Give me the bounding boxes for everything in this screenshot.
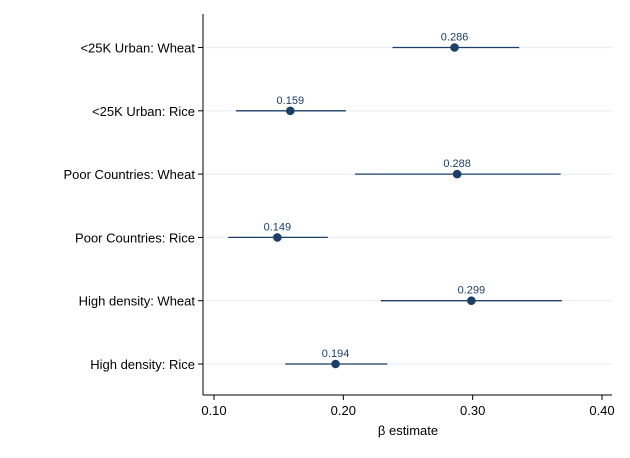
estimate-rows: <25K Urban: Wheat 0.286 <25K Urban: Rice 0.… [63, 32, 562, 372]
estimate-label: 0.288 [443, 158, 471, 170]
estimate-point [273, 233, 282, 242]
category-label: <25K Urban: Wheat [80, 41, 195, 56]
x-tick-label: 0.30 [460, 403, 485, 418]
x-tick-label: 0.40 [589, 403, 614, 418]
estimate-point [467, 296, 476, 306]
category-label: High density: Wheat [79, 294, 196, 309]
estimate-label: 0.299 [458, 285, 486, 297]
estimate-point [286, 106, 295, 116]
category-label: <25K Urban: Rice [92, 104, 195, 119]
category-label: High density: Rice [90, 357, 195, 372]
x-axis-title: β estimate [378, 423, 438, 438]
estimate-point [452, 169, 462, 179]
x-tick-label: 0.10 [201, 403, 226, 418]
estimate-label: 0.159 [277, 95, 305, 107]
category-label: Poor Countries: Rice [75, 230, 195, 245]
grid-layer [204, 46, 612, 365]
category-label: Poor Countries: Wheat [63, 167, 195, 182]
x-axis-ticks: 0.10 0.20 0.30 0.40 [201, 395, 615, 418]
estimate-point [450, 43, 459, 52]
x-tick-label: 0.20 [331, 403, 356, 418]
estimate-point [331, 359, 340, 369]
estimate-label: 0.149 [264, 221, 292, 233]
estimate-label: 0.286 [441, 32, 469, 44]
estimate-label: 0.194 [322, 348, 350, 360]
